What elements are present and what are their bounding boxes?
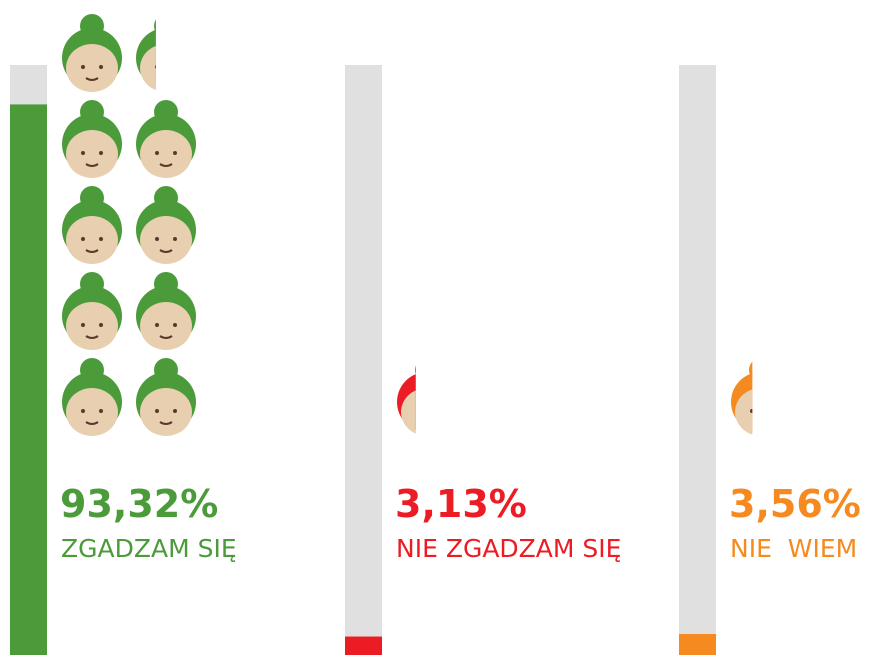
value-label: 3,56% [729, 482, 861, 526]
pictogram-icons [62, 14, 196, 436]
bar [679, 634, 716, 655]
pictogram-icons [397, 358, 457, 436]
bar-track [345, 65, 382, 655]
value-label: 93,32% [60, 482, 218, 526]
bar [345, 637, 382, 655]
category-label: ZGADZAM SIĘ [61, 534, 237, 563]
category-label: NIE ZGADZAM SIĘ [396, 534, 621, 563]
pictogram-icons [731, 358, 791, 436]
bar [10, 104, 47, 655]
category-label: NIE WIEM [730, 534, 857, 563]
value-label: 3,13% [395, 482, 527, 526]
bar-track [679, 65, 716, 655]
chart: 93,32% ZGADZAM SIĘ 3,13% NIE ZGADZAM SIĘ 3,5… [0, 0, 883, 655]
